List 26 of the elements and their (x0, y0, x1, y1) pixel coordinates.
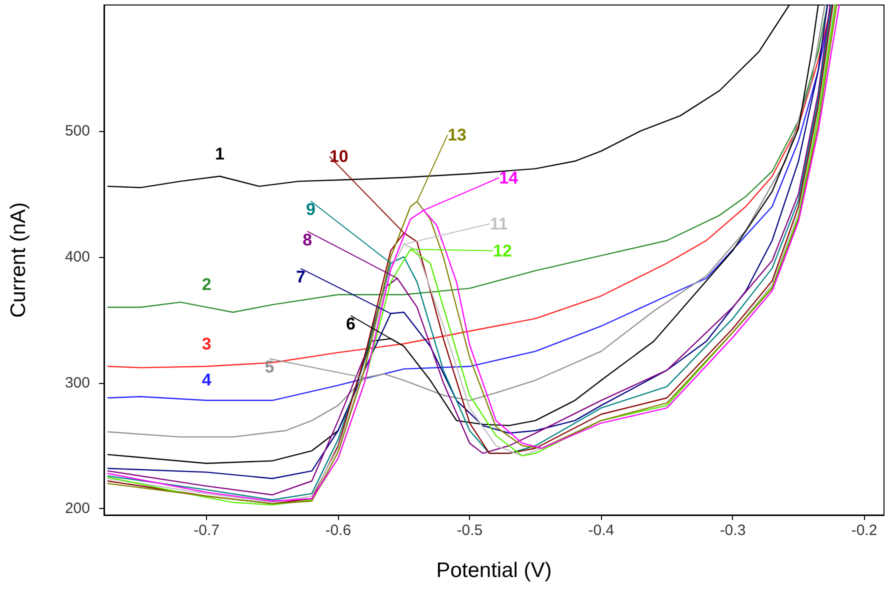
text: 10 (329, 146, 348, 166)
y-tick-label: 400 (64, 248, 90, 266)
text: 13 (448, 125, 467, 144)
y-tick-label: 500 (64, 122, 90, 140)
y-tick-label: 200 (64, 500, 90, 518)
series-label: 6 (346, 314, 356, 334)
text: 9 (306, 200, 316, 220)
x-tick-label: -0.4 (588, 522, 614, 539)
text: 7 (296, 268, 306, 287)
series-label: 1 (215, 144, 224, 164)
y-tick-label: 300 (64, 374, 90, 392)
legend-label: 12 (493, 241, 512, 260)
series-label: 2 (202, 275, 212, 294)
text: 8 (302, 230, 312, 250)
text: 5 (264, 358, 274, 377)
x-tick-label: -0.3 (720, 522, 746, 539)
x-tick-label: -0.5 (456, 522, 483, 539)
text: 11 (490, 214, 508, 234)
x-tick-label: -0.7 (194, 522, 220, 539)
text: 14 (499, 168, 519, 188)
y-axis-title: Current (nA) (7, 202, 30, 318)
x-tick-label: -0.2 (851, 522, 878, 539)
x-axis-title: Potential (V) (436, 559, 552, 582)
x-tick-label: -0.6 (325, 522, 352, 539)
series-label: 3 (202, 334, 212, 354)
series-label: 4 (202, 370, 212, 390)
